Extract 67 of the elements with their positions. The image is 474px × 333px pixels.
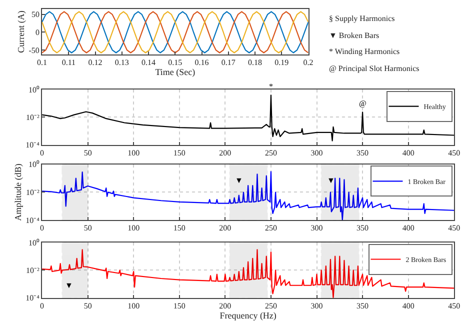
x-tick-label: 300 xyxy=(310,148,323,158)
x-tick-label: 100 xyxy=(128,301,140,310)
y-tick-label: 10⁻⁴ xyxy=(26,140,40,150)
x-tick-label: 350 xyxy=(356,148,369,158)
x-tick-label: 200 xyxy=(219,224,232,233)
y-tick-label: 10⁻⁴ xyxy=(26,294,40,303)
x-tick-label: 0.2 xyxy=(303,58,314,68)
y-tick-label: 10⁰ xyxy=(28,160,40,170)
x-tick-label: 0.17 xyxy=(221,58,236,68)
annotation: * xyxy=(269,82,273,91)
text: @ Principal Slot Harmonics xyxy=(329,64,420,73)
x-tick-label: 100 xyxy=(128,224,140,233)
x-tick-label: 400 xyxy=(402,224,414,233)
x-axis-title: Frequency (Hz) xyxy=(220,310,276,320)
line-series xyxy=(42,11,308,54)
x-tick-label: 300 xyxy=(310,301,323,310)
text: § Supply Harmonics xyxy=(329,14,395,23)
y-tick-label: 10⁻² xyxy=(26,113,40,122)
x-tick-label: 0.1 xyxy=(37,58,48,68)
x-tick-label: 150 xyxy=(173,148,186,158)
x-tick-label: 100 xyxy=(128,148,140,158)
x-tick-label: 0.13 xyxy=(114,58,129,68)
annotation: ▼ xyxy=(235,176,243,185)
x-tick-label: 450 xyxy=(448,148,460,158)
line-series xyxy=(42,94,454,142)
x-tick-label: 450 xyxy=(448,224,460,233)
y-tick-label: 10⁻² xyxy=(26,188,40,198)
x-tick-label: 50 xyxy=(84,224,92,233)
x-tick-label: 50 xyxy=(84,148,92,158)
text: ▼ Broken Bars xyxy=(329,31,380,40)
x-tick-label: 450 xyxy=(448,301,460,310)
x-tick-label: 0.15 xyxy=(168,58,182,68)
x-tick-label: 50 xyxy=(84,301,92,310)
y-tick-label: 50 xyxy=(31,10,40,20)
x-tick-label: 150 xyxy=(173,301,186,310)
y-tick-label: 10⁻² xyxy=(26,266,40,275)
x-tick-label: 200 xyxy=(219,301,232,310)
x-tick-label: 250 xyxy=(264,301,277,310)
x-tick-label: 150 xyxy=(173,224,186,233)
annotation: @ xyxy=(359,99,366,108)
line-series xyxy=(42,171,454,220)
y-tick-label: 10⁻⁴ xyxy=(26,216,40,225)
x-tick-label: 0.11 xyxy=(62,58,76,68)
x-tick-label: 0.14 xyxy=(142,58,156,68)
x-tick-label: 350 xyxy=(356,224,369,233)
x-tick-label: 400 xyxy=(402,301,414,310)
annotation: ▼ xyxy=(65,281,73,290)
x-tick-label: 350 xyxy=(356,301,369,310)
x-tick-label: 0.19 xyxy=(274,58,289,68)
text: * Winding Harmonics xyxy=(329,47,400,56)
x-tick-label: 300 xyxy=(310,224,323,233)
y-axis-title: Current (A) xyxy=(16,10,26,53)
annotation: ▼ xyxy=(327,176,335,185)
y-tick-label: 10⁰ xyxy=(28,238,40,248)
y-tick-label: 0 xyxy=(35,28,40,38)
x-tick-label: 0.12 xyxy=(88,58,102,68)
y-axis-title: Amplitude (dB) xyxy=(12,164,23,221)
y-tick-label: 10⁰ xyxy=(28,85,40,94)
x-tick-label: 400 xyxy=(402,148,414,158)
x-tick-label: 0.18 xyxy=(248,58,262,68)
line-series xyxy=(42,249,454,298)
x-tick-label: 200 xyxy=(219,148,232,158)
x-tick-label: 0.16 xyxy=(194,58,209,68)
x-tick-label: 250 xyxy=(264,148,277,158)
x-tick-label: 250 xyxy=(264,224,277,233)
y-tick-label: -50 xyxy=(28,46,40,56)
x-axis-title: Time (Sec) xyxy=(155,67,196,78)
